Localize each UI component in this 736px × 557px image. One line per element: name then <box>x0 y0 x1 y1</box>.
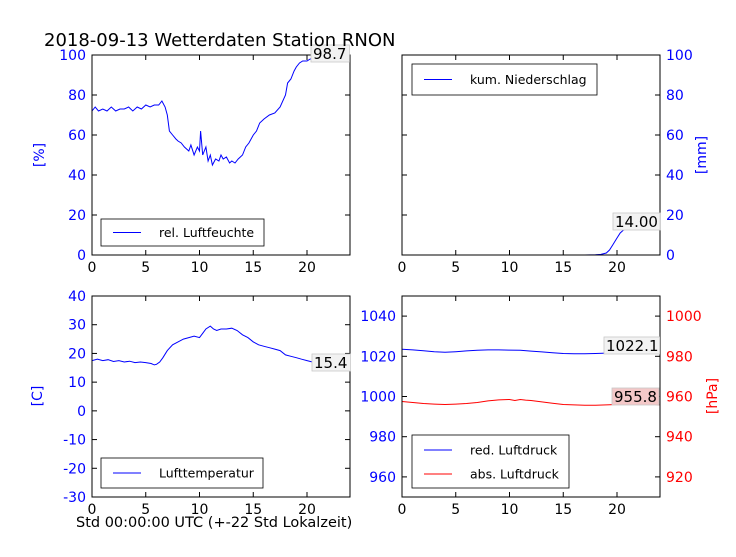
x-tick-label: 20 <box>298 502 316 518</box>
x-tick-label: 10 <box>501 502 519 518</box>
legend-label: red. Luftdruck <box>470 443 558 458</box>
value-annotation: 955.8 <box>614 388 657 406</box>
x-tick-label: 20 <box>298 260 316 276</box>
y-tick-label: -30 <box>63 490 86 506</box>
y-tick-label: 40 <box>68 289 86 305</box>
x-tick-label: 5 <box>451 502 460 518</box>
chart-panel-top-left: 0 5 10 15 20 0 20 40 60 80 100 [%] rel. Luftfeuchte 9… <box>32 44 351 276</box>
y-tick-label: 1020 <box>360 349 396 365</box>
x-tick-label: 15 <box>244 502 262 518</box>
value-annotation: 98.7 <box>313 45 346 63</box>
y-tick-label: 20 <box>666 208 684 224</box>
y-tick-label: 60 <box>666 128 684 144</box>
y-tick-label: -10 <box>63 433 86 449</box>
chart-panel-bottom-left: 0 5 10 15 20 -30 -20 -10 0 10 20 30 40 [C] Lufttempera… <box>30 289 351 518</box>
y-tick-label: 0 <box>666 248 675 264</box>
legend-label: abs. Luftdruck <box>470 467 560 482</box>
y-tick-label: 0 <box>77 404 86 420</box>
y-axis-label: [C] <box>30 386 46 407</box>
y-tick-label: 20 <box>68 346 86 362</box>
y-tick-label: 80 <box>68 88 86 104</box>
x-tick-label: 0 <box>88 260 97 276</box>
x-tick-label: 10 <box>191 502 209 518</box>
value-annotation-box <box>611 387 660 406</box>
y-tick-label-right: 940 <box>666 430 693 446</box>
x-tick-label: 0 <box>88 502 97 518</box>
y-tick-label: 1000 <box>360 390 396 406</box>
x-tick-label: 20 <box>608 502 626 518</box>
value-annotation-box <box>310 44 350 63</box>
y-axis-label: [%] <box>32 143 48 167</box>
x-tick-label: 10 <box>191 260 209 276</box>
legend-label: Lufttemperatur <box>159 466 255 481</box>
value-annotation: 1022.1 <box>606 337 659 355</box>
value-annotation-box <box>311 353 351 372</box>
x-tick-label: 0 <box>398 260 407 276</box>
legend-label: rel. Luftfeuchte <box>159 225 254 240</box>
y-tick-label: 40 <box>666 168 684 184</box>
y-tick-label: 30 <box>68 318 86 334</box>
x-tick-label: 0 <box>398 502 407 518</box>
y-tick-label: 10 <box>68 375 86 391</box>
y-tick-label-right: 980 <box>666 349 693 365</box>
series-line-lufttemperatur <box>92 325 350 368</box>
y-tick-label: 20 <box>68 208 86 224</box>
y-tick-label: 60 <box>68 128 86 144</box>
x-tick-label: 5 <box>141 260 150 276</box>
value-annotation-box <box>612 212 661 231</box>
y-tick-label: 40 <box>68 168 86 184</box>
x-tick-label: 15 <box>554 502 572 518</box>
value-annotation: 15.4 <box>314 354 347 372</box>
y-tick-label: -20 <box>63 461 86 477</box>
x-tick-label: 5 <box>451 260 460 276</box>
y-tick-label: 80 <box>666 88 684 104</box>
y-tick-label-right: 960 <box>666 390 693 406</box>
x-tick-label: 15 <box>244 260 262 276</box>
legend-box <box>411 434 570 489</box>
chart-panel-top-right: 0 5 10 15 20 0 20 40 60 80 100 [mm] kum. Niederschla… <box>398 48 710 276</box>
x-tick-label: 10 <box>501 260 519 276</box>
x-tick-label: 15 <box>554 260 572 276</box>
y-tick-label: 100 <box>59 48 86 64</box>
series-line-kum-niederschlag <box>402 226 660 255</box>
chart-panel-bottom-right: 0 5 10 15 20 960 980 1000 1020 1040 920 940 960 980 10… <box>360 295 721 518</box>
y-tick-label: 980 <box>369 430 396 446</box>
plot-frame <box>91 54 351 256</box>
plot-frame <box>401 54 661 256</box>
value-annotation: 14.00 <box>615 213 658 231</box>
y-tick-label-right: 1000 <box>666 309 702 325</box>
x-tick-label: 5 <box>141 502 150 518</box>
series-line-rel-luftfeuchte <box>92 56 350 167</box>
y-tick-label-right: 920 <box>666 470 693 486</box>
x-axis-label: Std 00:00:00 UTC (+-22 Std Lokalzeit) <box>76 515 353 531</box>
y-tick-label: 960 <box>369 470 396 486</box>
legend-label: kum. Niederschlag <box>470 72 587 87</box>
y-tick-label: 100 <box>666 48 693 64</box>
x-tick-label: 20 <box>608 260 626 276</box>
plot-frame <box>91 295 351 498</box>
y-tick-label: 0 <box>77 248 86 264</box>
value-annotation-box <box>603 336 660 355</box>
y-tick-label: 1040 <box>360 309 396 325</box>
figure-title: 2018-09-13 Wetterdaten Station RNON <box>44 30 396 51</box>
y-axis-label: [mm] <box>694 136 710 174</box>
y-axis-label: [hPa] <box>705 378 721 414</box>
